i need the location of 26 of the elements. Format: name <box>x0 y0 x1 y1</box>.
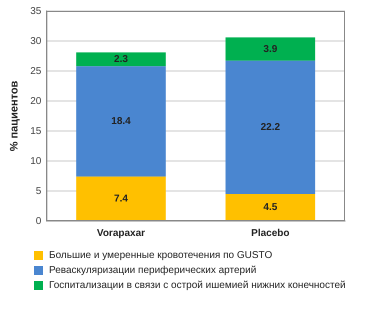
data-label: 22.2 <box>260 122 280 134</box>
y-tick-label: 0 <box>36 216 42 227</box>
y-tick-label: 10 <box>30 156 42 167</box>
data-label: 4.5 <box>263 202 278 213</box>
y-tick-label: 20 <box>30 96 42 107</box>
bar <box>76 176 166 220</box>
data-label: 7.4 <box>114 193 128 204</box>
y-axis-title: % пациентов <box>8 80 21 152</box>
y-tick-label: 5 <box>36 186 42 197</box>
legend-label: Реваскуляризации периферических артерий <box>49 265 256 277</box>
data-label: 3.9 <box>263 44 278 55</box>
data-label: 18.4 <box>111 116 132 128</box>
x-tick-label: Vorapaxar <box>96 228 146 239</box>
x-tick-label: Placebo <box>251 228 290 239</box>
bar <box>76 52 166 66</box>
y-tick-label: 25 <box>30 66 42 77</box>
y-tick-label: 15 <box>30 126 42 137</box>
legend-label: Большие и умеренные кровотечения по GUSTO <box>49 250 272 262</box>
y-tick-label: 35 <box>30 6 42 17</box>
bar <box>76 66 166 177</box>
bar <box>226 194 316 220</box>
data-label: 2.3 <box>114 54 128 66</box>
y-tick-label: 30 <box>30 36 42 47</box>
legend-label: Госпитализации в связи с острой ишемией нижних конечностей <box>49 280 346 292</box>
bar <box>226 37 316 61</box>
bar <box>226 60 316 194</box>
